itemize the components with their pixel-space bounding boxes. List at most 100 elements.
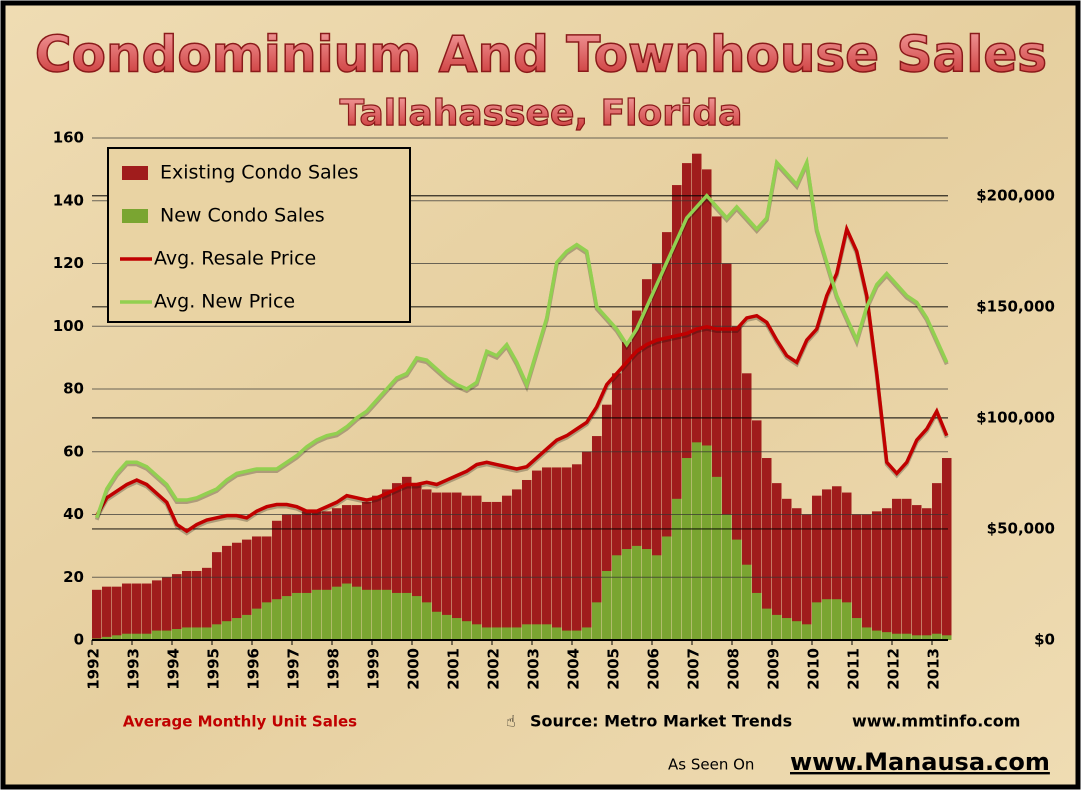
y2-tick-label: $100,000	[976, 408, 1055, 426]
bar	[922, 508, 932, 640]
bar	[682, 163, 692, 640]
x-tick-label: 2005	[605, 648, 623, 690]
bar	[92, 589, 102, 640]
bar	[132, 633, 142, 640]
x-tick-label: 2010	[805, 648, 823, 690]
bar	[792, 508, 802, 640]
bar	[352, 505, 362, 640]
bar	[502, 495, 512, 640]
bar	[142, 583, 152, 640]
y-tick-label: 120	[53, 254, 84, 272]
bar	[492, 627, 502, 640]
source: Source: Metro Market Trends	[530, 712, 792, 731]
bar	[902, 633, 912, 640]
x-tick-label: 2001	[445, 648, 463, 690]
bar	[672, 185, 682, 640]
bar	[712, 216, 722, 640]
bar	[312, 589, 322, 640]
bar	[532, 624, 542, 640]
bar	[362, 501, 372, 640]
bar	[912, 505, 922, 640]
bar	[772, 483, 782, 640]
x-tick-label: 2009	[765, 648, 783, 690]
bar	[432, 611, 442, 640]
bar	[332, 586, 342, 640]
bar	[162, 630, 172, 640]
bar	[702, 445, 712, 640]
bar	[182, 570, 192, 640]
legend-label: New Condo Sales	[160, 205, 325, 227]
bar	[412, 596, 422, 640]
bar	[572, 464, 582, 640]
bar	[462, 621, 472, 640]
bar	[242, 539, 252, 640]
bar	[442, 614, 452, 640]
bar	[302, 511, 312, 640]
bar	[322, 589, 332, 640]
x-tick-label: 2013	[925, 648, 943, 690]
x-tick-label: 2008	[725, 648, 743, 690]
bar	[142, 633, 152, 640]
bar	[832, 599, 842, 640]
bar	[552, 627, 562, 640]
bar	[892, 498, 902, 640]
seen-on: As Seen On	[668, 756, 754, 774]
bar	[852, 618, 862, 640]
bar	[332, 508, 342, 640]
bar	[872, 630, 882, 640]
bar	[782, 618, 792, 640]
y-tick-label: 80	[63, 380, 84, 398]
bar	[152, 580, 162, 640]
bar	[732, 326, 742, 640]
bar	[502, 627, 512, 640]
bar	[232, 542, 242, 640]
x-tick-label: 2011	[845, 648, 863, 690]
legend-swatch	[122, 166, 148, 180]
bar	[742, 564, 752, 640]
bar	[122, 583, 132, 640]
bar	[252, 536, 262, 640]
bar	[392, 592, 402, 640]
bar	[102, 636, 112, 640]
bar	[452, 492, 462, 640]
y2-tick-label: $50,000	[987, 519, 1055, 537]
bar	[492, 501, 502, 640]
bar	[862, 627, 872, 640]
bar	[812, 495, 822, 640]
bar	[342, 583, 352, 640]
legend: Existing Condo Sales New Condo Sales Avg. …	[107, 147, 411, 323]
bar	[912, 635, 922, 640]
source-url: www.mmtinfo.com	[852, 712, 1020, 731]
legend-swatch	[122, 209, 148, 223]
legend-label: Avg. Resale Price	[154, 248, 316, 270]
bar	[552, 467, 562, 640]
bar	[202, 627, 212, 640]
bar	[122, 633, 132, 640]
x-tick-label: 1998	[325, 648, 343, 690]
bar	[402, 592, 412, 640]
legend-label: Existing Condo Sales	[160, 162, 359, 184]
bar	[252, 608, 262, 640]
bar	[922, 635, 932, 640]
bar	[322, 511, 332, 640]
bar	[842, 492, 852, 640]
bar	[212, 624, 222, 640]
bar	[622, 549, 632, 640]
bar	[282, 596, 292, 640]
bar	[112, 586, 122, 640]
bar	[442, 492, 452, 640]
bar	[182, 627, 192, 640]
bar	[562, 630, 572, 640]
bar	[302, 592, 312, 640]
bar	[172, 629, 182, 640]
x-tick-label: 2002	[485, 648, 503, 690]
bar	[432, 492, 442, 640]
bar	[422, 602, 432, 640]
bar	[612, 555, 622, 640]
line	[95, 156, 949, 519]
bar	[352, 586, 362, 640]
legend-box	[107, 147, 411, 323]
bar	[522, 479, 532, 640]
bar	[222, 545, 232, 640]
